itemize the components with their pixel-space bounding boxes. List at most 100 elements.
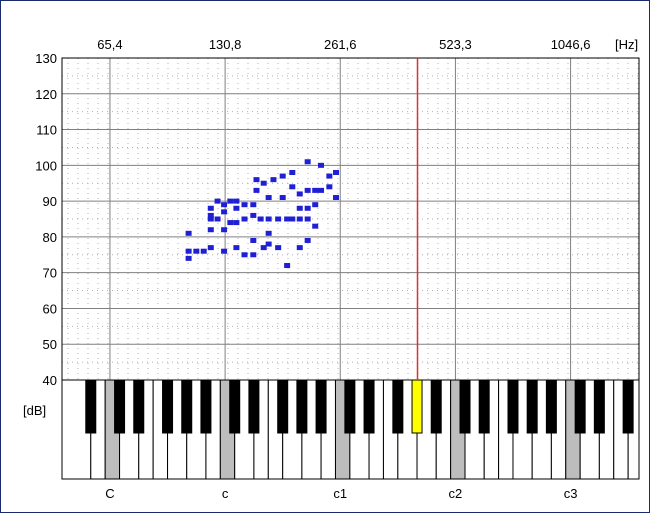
x-tick-label: 261,6 xyxy=(324,37,357,52)
data-point xyxy=(326,184,333,190)
data-point xyxy=(185,255,192,261)
y-tick-label: 80 xyxy=(43,230,57,245)
data-point xyxy=(304,216,311,222)
black-key[interactable] xyxy=(545,379,557,434)
data-point xyxy=(250,202,257,208)
data-point xyxy=(296,245,303,251)
black-key[interactable] xyxy=(622,379,634,434)
data-point xyxy=(289,169,296,175)
data-point xyxy=(333,195,340,201)
y-tick-label: 60 xyxy=(43,301,57,316)
data-point xyxy=(260,245,267,251)
black-key[interactable] xyxy=(459,379,471,434)
data-point xyxy=(200,248,207,254)
data-point xyxy=(265,216,272,222)
black-key[interactable] xyxy=(114,379,126,434)
data-point xyxy=(207,216,214,222)
data-point xyxy=(227,220,234,226)
octave-label: c2 xyxy=(449,486,463,501)
data-point xyxy=(257,216,264,222)
data-point xyxy=(250,252,257,258)
y-tick-label: 50 xyxy=(43,337,57,352)
black-key[interactable] xyxy=(526,379,538,434)
data-point xyxy=(289,184,296,190)
x-tick-label: 130,8 xyxy=(209,37,242,52)
data-point xyxy=(241,202,248,208)
data-point xyxy=(312,202,319,208)
y-tick-label: 130 xyxy=(35,51,57,66)
black-key[interactable] xyxy=(392,379,404,434)
black-key[interactable] xyxy=(593,379,605,434)
octave-label: c1 xyxy=(333,486,347,501)
black-key[interactable] xyxy=(507,379,519,434)
black-key[interactable] xyxy=(478,379,490,434)
black-key[interactable] xyxy=(574,379,586,434)
data-point xyxy=(318,187,325,193)
data-point xyxy=(207,212,214,218)
y-tick-label: 70 xyxy=(43,266,57,281)
data-point xyxy=(214,216,221,222)
black-key[interactable] xyxy=(133,379,145,434)
black-key[interactable] xyxy=(200,379,212,434)
data-point xyxy=(296,205,303,211)
octave-label: c3 xyxy=(564,486,578,501)
data-point xyxy=(304,159,311,165)
black-key[interactable] xyxy=(229,379,241,434)
data-point xyxy=(312,187,319,193)
data-point xyxy=(207,205,214,211)
data-point xyxy=(265,230,272,236)
data-point xyxy=(333,169,340,175)
data-point xyxy=(221,227,228,233)
data-point xyxy=(233,205,240,211)
x-tick-label: 65,4 xyxy=(97,37,122,52)
black-key[interactable] xyxy=(363,379,375,434)
data-point xyxy=(253,187,260,193)
data-point xyxy=(279,173,286,179)
y-unit-label: [dB] xyxy=(23,403,46,418)
black-key[interactable] xyxy=(162,379,174,434)
black-key[interactable] xyxy=(430,379,442,434)
y-tick-label: 90 xyxy=(43,194,57,209)
black-key[interactable] xyxy=(85,379,97,434)
data-point xyxy=(193,248,200,254)
x-tick-label: 523,3 xyxy=(439,37,472,52)
data-point xyxy=(284,263,291,269)
data-point xyxy=(207,227,214,233)
data-point xyxy=(304,205,311,211)
octave-label: C xyxy=(105,486,114,501)
data-point xyxy=(275,245,282,251)
data-point xyxy=(275,216,282,222)
black-key[interactable] xyxy=(181,379,193,434)
data-point xyxy=(214,198,221,204)
black-key[interactable] xyxy=(277,379,289,434)
black-key[interactable] xyxy=(315,379,327,434)
y-tick-label: 110 xyxy=(36,123,57,138)
y-tick-label: 40 xyxy=(43,373,57,388)
black-key[interactable] xyxy=(296,379,308,434)
black-key[interactable] xyxy=(248,379,260,434)
data-point xyxy=(312,223,319,229)
octave-label: c xyxy=(222,486,229,501)
highlighted-key[interactable] xyxy=(411,379,423,434)
data-point xyxy=(221,248,228,254)
data-point xyxy=(233,198,240,204)
data-point xyxy=(270,177,277,183)
data-point xyxy=(326,173,333,179)
black-key[interactable] xyxy=(344,379,356,434)
data-point xyxy=(233,245,240,251)
data-point xyxy=(185,248,192,254)
data-point xyxy=(250,212,257,218)
data-point xyxy=(250,237,257,243)
data-point xyxy=(241,216,248,222)
data-point xyxy=(279,195,286,201)
data-point xyxy=(233,220,240,226)
data-point xyxy=(304,237,311,243)
data-point xyxy=(296,216,303,222)
data-point xyxy=(265,195,272,201)
data-point xyxy=(207,245,214,251)
x-tick-label: 1046,6 xyxy=(551,37,591,52)
data-point xyxy=(185,230,192,236)
x-unit-label: [Hz] xyxy=(615,37,638,52)
